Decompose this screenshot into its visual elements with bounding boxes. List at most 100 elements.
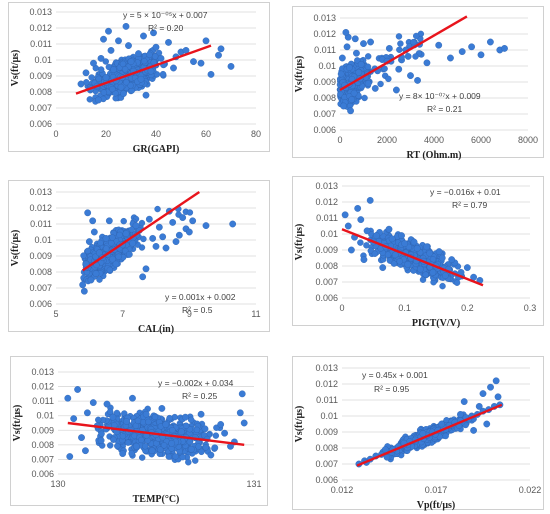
y-tick-label: 0.011 xyxy=(314,45,336,55)
scatter-point xyxy=(78,434,85,441)
scatter-point xyxy=(97,55,105,62)
y-tick-label: 0.006 xyxy=(29,299,52,309)
scatter-point xyxy=(165,453,173,460)
x-tick-label: 4000 xyxy=(424,135,444,145)
scatter-point xyxy=(364,80,372,88)
scatter-point xyxy=(192,457,199,464)
scatter-point xyxy=(186,209,194,216)
scatter-point xyxy=(426,249,434,257)
x-tick-label: 0 xyxy=(339,303,344,313)
scatter-point xyxy=(501,45,508,52)
scatter-point xyxy=(162,244,170,252)
scatter-point xyxy=(404,53,412,60)
scatter-point xyxy=(179,453,186,461)
r-squared-label: R² = 0.5 xyxy=(182,305,213,315)
scatter-point xyxy=(90,59,97,67)
y-tick-label: 0.011 xyxy=(316,213,338,223)
x-tick-label: 40 xyxy=(151,129,161,139)
y-tick-label: 0.008 xyxy=(315,261,338,271)
y-axis-label: Vs(ft/μs) xyxy=(12,405,23,442)
scatter-point xyxy=(122,230,130,237)
scatter-point xyxy=(172,238,180,245)
scatter-point xyxy=(381,65,388,72)
scatter-point xyxy=(102,74,110,82)
trend-line xyxy=(339,15,468,92)
scatter-point xyxy=(442,432,449,440)
trend-line xyxy=(341,228,484,287)
scatter-point xyxy=(109,413,117,421)
scatter-point xyxy=(66,453,74,460)
y-tick-label: 0.009 xyxy=(29,71,52,81)
scatter-point xyxy=(416,265,424,273)
scatter-point xyxy=(217,45,225,53)
scatter-point xyxy=(98,430,105,437)
scatter-point xyxy=(141,57,148,65)
y-tick-label: 0.008 xyxy=(29,87,52,97)
scatter-point xyxy=(438,254,446,262)
scatter-point xyxy=(202,37,210,45)
scatter-point xyxy=(125,42,132,49)
scatter-point xyxy=(155,223,163,231)
y-tick-label: 0.007 xyxy=(315,277,338,287)
scatter-point xyxy=(186,438,194,446)
y-tick-label: 0.012 xyxy=(315,379,338,389)
x-tick-label: 20 xyxy=(101,129,111,139)
scatter-point xyxy=(135,50,142,57)
scatter-point xyxy=(341,211,349,219)
x-tick-label: 0 xyxy=(337,135,342,145)
scatter-point xyxy=(354,57,361,64)
scatter-point xyxy=(137,75,145,83)
scatter-point xyxy=(138,454,146,461)
scatter-point xyxy=(82,447,89,455)
regression-equation: y = 0.001x + 0.002 xyxy=(165,292,236,302)
scatter-point xyxy=(215,51,222,59)
scatter-point xyxy=(201,425,209,433)
y-tick-label: 0.006 xyxy=(313,125,336,135)
x-axis-label: GR(GAPI) xyxy=(133,144,180,155)
y-tick-label: 0.008 xyxy=(315,443,338,453)
scatter-point xyxy=(364,53,372,60)
scatter-point xyxy=(385,45,393,52)
scatter-point xyxy=(439,282,446,290)
scatter-point xyxy=(343,43,351,51)
scatter-point xyxy=(460,398,468,405)
scatter-point xyxy=(142,265,150,273)
y-tick-label: 0.012 xyxy=(29,203,52,213)
y-tick-label: 0.012 xyxy=(31,382,54,392)
scatter-point xyxy=(141,443,149,450)
scatter-point xyxy=(95,96,102,104)
y-tick-label: 0.008 xyxy=(29,267,52,277)
y-tick-label: 0.012 xyxy=(29,23,52,33)
scatter-point xyxy=(423,59,431,67)
scatter-point xyxy=(132,222,140,229)
scatter-point xyxy=(377,80,384,88)
scatter-point xyxy=(422,271,429,278)
scatter-point xyxy=(97,66,105,73)
scatter-point xyxy=(384,251,392,258)
scatter-point xyxy=(106,442,114,449)
x-tick-label: 5 xyxy=(53,309,58,319)
y-tick-label: 0.006 xyxy=(315,293,338,303)
scatter-point xyxy=(457,411,464,418)
chart-panel-temp: 0.006 0.007 0.008 0.009 0.01 0.011 0.012 0.013 1… xyxy=(10,356,268,506)
x-tick-label: 60 xyxy=(201,129,211,139)
y-tick-label: 0.01 xyxy=(320,229,338,239)
scatter-point xyxy=(95,75,102,83)
scatter-point xyxy=(129,394,136,402)
scatter-point xyxy=(404,261,412,268)
scatter-point xyxy=(105,217,113,225)
y-tick-label: 0.006 xyxy=(315,475,338,485)
scatter-point xyxy=(395,33,403,40)
scatter-point xyxy=(414,77,421,84)
scatter-point xyxy=(353,49,360,57)
scatter-point xyxy=(127,58,135,65)
scatter-point xyxy=(148,447,156,455)
scatter-point xyxy=(407,72,414,80)
trend-line xyxy=(75,44,212,95)
y-axis-label: Vs(ft/μs) xyxy=(10,230,21,267)
y-tick-label: 0.012 xyxy=(313,29,336,39)
y-tick-label: 0.007 xyxy=(31,454,54,464)
scatter-point xyxy=(477,51,485,59)
scatter-point xyxy=(448,256,456,264)
scatter-point xyxy=(129,239,137,247)
